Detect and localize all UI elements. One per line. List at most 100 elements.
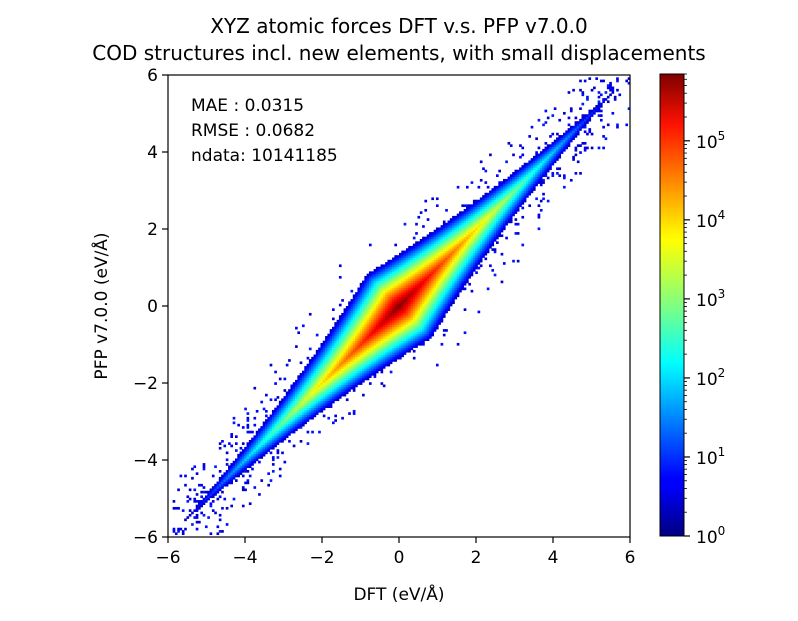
heatmap-cell — [368, 336, 372, 339]
heatmap-cell — [424, 245, 428, 249]
heatmap-cell — [211, 493, 215, 496]
heatmap-cell — [392, 315, 395, 318]
heatmap-cell — [399, 271, 402, 275]
heatmap-cell — [424, 269, 428, 272]
heatmap-cell — [486, 192, 490, 196]
heatmap-cell — [325, 368, 328, 372]
heatmap-cell — [318, 347, 321, 351]
heatmap-cell — [408, 299, 411, 302]
heatmap-cell — [306, 416, 310, 420]
heatmap-cell — [334, 333, 337, 337]
heatmap-cell — [470, 243, 474, 247]
heatmap-cell — [394, 266, 398, 270]
heatmap-cell — [408, 333, 411, 337]
heatmap-cell — [244, 446, 247, 450]
heatmap-cell — [424, 292, 428, 295]
heatmap-cell — [493, 208, 497, 212]
heatmap-cell — [438, 322, 441, 325]
heatmap-cell — [442, 306, 446, 309]
heatmap-cell — [378, 269, 381, 272]
heatmap-cell — [362, 377, 365, 381]
heatmap-cell — [389, 315, 393, 318]
heatmap-cell — [389, 324, 393, 328]
heatmap-cell — [440, 248, 444, 251]
heatmap-cell — [318, 366, 321, 369]
heatmap-cell — [366, 317, 370, 321]
heatmap-cell — [290, 419, 294, 422]
heatmap-cell — [292, 396, 296, 399]
heatmap-cell — [399, 296, 402, 300]
heatmap-cell — [401, 255, 404, 258]
heatmap-cell — [405, 326, 409, 330]
heatmap-cell — [260, 479, 264, 482]
heatmap-cell — [338, 354, 342, 358]
heatmap-cell — [470, 204, 474, 208]
heatmap-cell — [387, 289, 391, 293]
heatmap-cell — [195, 513, 199, 517]
heatmap-cell — [502, 183, 506, 187]
heatmap-cell — [258, 433, 261, 436]
heatmap-cell — [218, 481, 222, 485]
heatmap-cell — [357, 375, 361, 378]
heatmap-cell — [378, 289, 381, 293]
heatmap-cell — [221, 530, 224, 533]
heatmap-cell — [463, 227, 467, 231]
heatmap-cell — [431, 292, 434, 295]
heatmap-cell — [556, 151, 559, 154]
heatmap-cell — [410, 317, 414, 321]
heatmap-cell — [218, 530, 222, 533]
heatmap-cell — [470, 239, 474, 242]
heatmap-cell — [336, 363, 340, 367]
heatmap-cell — [461, 229, 465, 233]
heatmap-cell — [463, 287, 467, 291]
heatmap-cell — [368, 322, 372, 325]
heatmap-cell — [401, 312, 404, 316]
heatmap-cell — [345, 363, 349, 367]
heatmap-cell — [385, 336, 388, 339]
heatmap-cell — [214, 465, 217, 469]
heatmap-cell — [465, 278, 469, 281]
heatmap-cell — [271, 439, 275, 443]
heatmap-cell — [442, 333, 446, 337]
heatmap-cell — [364, 345, 368, 348]
heatmap-cell — [556, 146, 559, 150]
heatmap-cell — [267, 472, 270, 475]
heatmap-cell — [479, 264, 483, 268]
heatmap-cell — [424, 280, 428, 284]
heatmap-cell — [433, 289, 437, 293]
heatmap-cell — [498, 185, 501, 189]
heatmap-cell — [241, 467, 245, 471]
heatmap-cell — [265, 393, 268, 397]
heatmap-cell — [366, 372, 370, 376]
heatmap-cell — [385, 285, 388, 288]
heatmap-cell — [442, 259, 446, 263]
heatmap-cell — [306, 386, 310, 390]
heatmap-cell — [528, 174, 532, 177]
heatmap-cell — [325, 391, 328, 395]
heatmap-cell — [442, 287, 446, 291]
heatmap-cell — [200, 495, 203, 499]
heatmap-cell — [278, 423, 282, 427]
heatmap-cell — [283, 421, 287, 425]
heatmap-cell — [616, 77, 619, 80]
heatmap-cell — [343, 319, 347, 323]
heatmap-cell — [285, 398, 289, 402]
heatmap-cell — [599, 79, 603, 83]
heatmap-cell — [412, 301, 416, 305]
heatmap-cell — [454, 255, 458, 258]
heatmap-cell — [412, 322, 416, 325]
heatmap-cell — [627, 107, 630, 110]
heatmap-cell — [463, 264, 467, 268]
heatmap-cell — [283, 405, 287, 408]
heatmap-cell — [507, 199, 511, 203]
heatmap-cell — [373, 275, 377, 279]
heatmap-cell — [449, 250, 453, 254]
heatmap-cell — [225, 523, 229, 526]
heatmap-cell — [359, 294, 363, 298]
heatmap-cell — [496, 236, 499, 240]
heatmap-cell — [405, 329, 409, 332]
heatmap-cell — [382, 278, 386, 281]
heatmap-cell — [389, 287, 393, 291]
heatmap-cell — [519, 192, 522, 196]
heatmap-cell — [410, 315, 414, 318]
